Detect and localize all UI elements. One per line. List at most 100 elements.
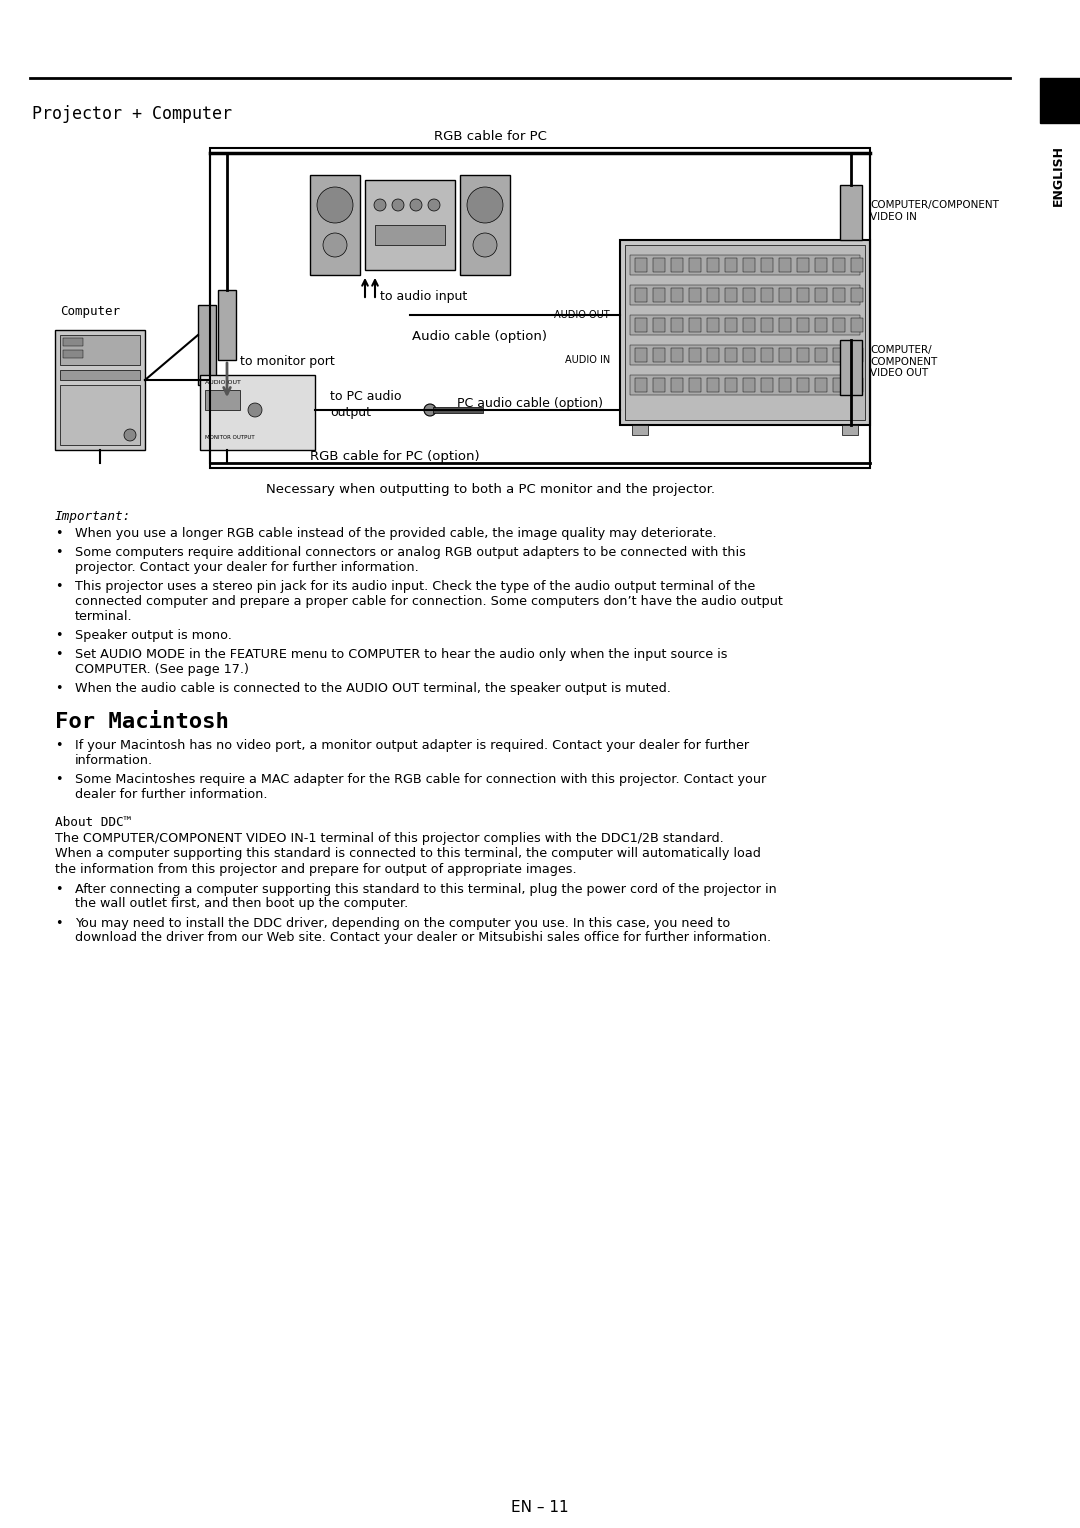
Text: •: • — [55, 773, 63, 785]
Text: Speaker output is mono.: Speaker output is mono. — [75, 630, 232, 642]
Circle shape — [392, 199, 404, 211]
Bar — [779, 287, 791, 303]
Text: Set AUDIO MODE in the FEATURE menu to COMPUTER to hear the audio only when the i: Set AUDIO MODE in the FEATURE menu to CO… — [75, 648, 728, 675]
Bar — [200, 374, 315, 451]
Bar — [365, 180, 455, 270]
Bar — [63, 350, 83, 358]
Bar — [689, 318, 701, 332]
Bar — [653, 258, 665, 272]
Bar — [840, 185, 862, 240]
Bar — [797, 377, 809, 393]
Bar — [815, 377, 827, 393]
Bar — [635, 377, 647, 393]
Bar — [779, 377, 791, 393]
Text: to audio input: to audio input — [380, 290, 468, 303]
Bar — [707, 377, 719, 393]
Bar — [743, 348, 755, 362]
Bar — [1040, 78, 1080, 122]
Bar — [725, 377, 737, 393]
Bar — [653, 287, 665, 303]
Circle shape — [318, 186, 353, 223]
Text: Some Macintoshes require a MAC adapter for the RGB cable for connection with thi: Some Macintoshes require a MAC adapter f… — [75, 773, 766, 801]
Text: Necessary when outputting to both a PC monitor and the projector.: Necessary when outputting to both a PC m… — [266, 483, 715, 497]
Bar — [653, 377, 665, 393]
Circle shape — [410, 199, 422, 211]
Bar — [671, 377, 683, 393]
Bar — [205, 390, 240, 410]
Bar — [671, 348, 683, 362]
Bar — [375, 225, 445, 244]
Bar — [630, 315, 860, 335]
Text: to PC audio
output: to PC audio output — [330, 390, 402, 419]
Bar — [60, 370, 140, 380]
Text: EN – 11: EN – 11 — [511, 1500, 569, 1514]
Bar — [761, 377, 773, 393]
Text: After connecting a computer supporting this standard to this terminal, plug the : After connecting a computer supporting t… — [75, 883, 777, 911]
Text: If your Macintosh has no video port, a monitor output adapter is required. Conta: If your Macintosh has no video port, a m… — [75, 738, 750, 767]
Bar — [620, 240, 870, 425]
Bar — [842, 425, 858, 435]
Text: You may need to install the DDC driver, depending on the computer you use. In th: You may need to install the DDC driver, … — [75, 917, 771, 944]
Bar — [63, 338, 83, 345]
Bar — [60, 385, 140, 445]
Bar — [779, 318, 791, 332]
Bar — [797, 287, 809, 303]
Bar — [635, 258, 647, 272]
Bar — [630, 345, 860, 365]
Text: •: • — [55, 648, 63, 662]
Bar — [632, 425, 648, 435]
Circle shape — [124, 429, 136, 442]
Bar — [815, 318, 827, 332]
Bar — [743, 377, 755, 393]
Bar — [851, 318, 863, 332]
Text: RGB cable for PC: RGB cable for PC — [433, 130, 546, 144]
Text: to monitor port: to monitor port — [240, 354, 335, 368]
Text: Projector + Computer: Projector + Computer — [32, 105, 232, 122]
Text: When the audio cable is connected to the AUDIO OUT terminal, the speaker output : When the audio cable is connected to the… — [75, 681, 671, 695]
Bar — [833, 258, 845, 272]
Bar — [689, 287, 701, 303]
Text: The COMPUTER/COMPONENT VIDEO IN-1 terminal of this projector complies with the D: The COMPUTER/COMPONENT VIDEO IN-1 termin… — [55, 833, 761, 876]
Text: •: • — [55, 581, 63, 593]
Bar — [833, 377, 845, 393]
Circle shape — [374, 199, 386, 211]
Bar — [779, 258, 791, 272]
Bar — [725, 318, 737, 332]
Text: MONITOR OUTPUT: MONITOR OUTPUT — [205, 435, 255, 440]
Bar — [635, 348, 647, 362]
Bar — [310, 176, 360, 275]
Bar — [630, 286, 860, 306]
Bar — [761, 348, 773, 362]
Bar — [689, 377, 701, 393]
Text: AUDIO OUT: AUDIO OUT — [205, 380, 241, 385]
Text: •: • — [55, 545, 63, 559]
Circle shape — [473, 232, 497, 257]
Bar — [833, 348, 845, 362]
Bar — [218, 290, 237, 361]
Bar — [797, 318, 809, 332]
Bar — [797, 348, 809, 362]
Text: COMPUTER/
COMPONENT
VIDEO OUT: COMPUTER/ COMPONENT VIDEO OUT — [870, 345, 937, 379]
Bar — [689, 258, 701, 272]
Bar — [707, 258, 719, 272]
Bar — [743, 258, 755, 272]
Bar — [833, 318, 845, 332]
Bar — [743, 287, 755, 303]
Text: Audio cable (option): Audio cable (option) — [413, 330, 548, 342]
Bar — [671, 287, 683, 303]
Bar — [653, 348, 665, 362]
Bar — [707, 287, 719, 303]
Bar — [653, 318, 665, 332]
Text: PC audio cable (option): PC audio cable (option) — [457, 397, 603, 410]
Circle shape — [428, 199, 440, 211]
Text: About DDC™: About DDC™ — [55, 816, 132, 830]
Text: Important:: Important: — [55, 510, 132, 523]
Bar — [815, 258, 827, 272]
Bar — [210, 148, 870, 468]
Text: •: • — [55, 917, 63, 929]
Bar — [851, 287, 863, 303]
Text: •: • — [55, 630, 63, 642]
Bar — [635, 318, 647, 332]
Text: AUDIO OUT: AUDIO OUT — [554, 310, 610, 319]
Bar — [761, 318, 773, 332]
